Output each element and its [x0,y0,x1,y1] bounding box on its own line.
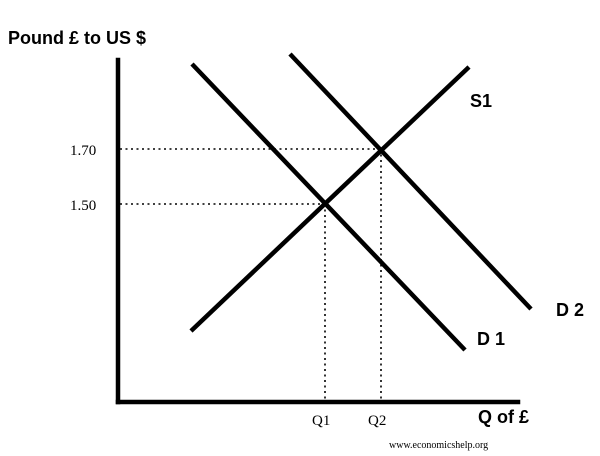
supply-curve-s1 [189,65,471,333]
demand-curve-d1 [190,62,467,352]
diagram-title: Pound £ to US $ [8,28,146,48]
x-axis-label: Q of £ [478,407,529,427]
curve-label-s1: S1 [470,91,492,111]
demand-curve-d2 [288,52,533,311]
source-credit: www.economicshelp.org [389,440,488,451]
y-tick-label-low: 1.50 [70,198,96,214]
x-tick-label-q2: Q2 [368,413,386,429]
curve-label-d2: D 2 [556,300,584,320]
y-tick-label-high: 1.70 [70,143,96,159]
curve-label-d1: D 1 [477,329,505,349]
x-tick-label-q1: Q1 [312,413,330,429]
